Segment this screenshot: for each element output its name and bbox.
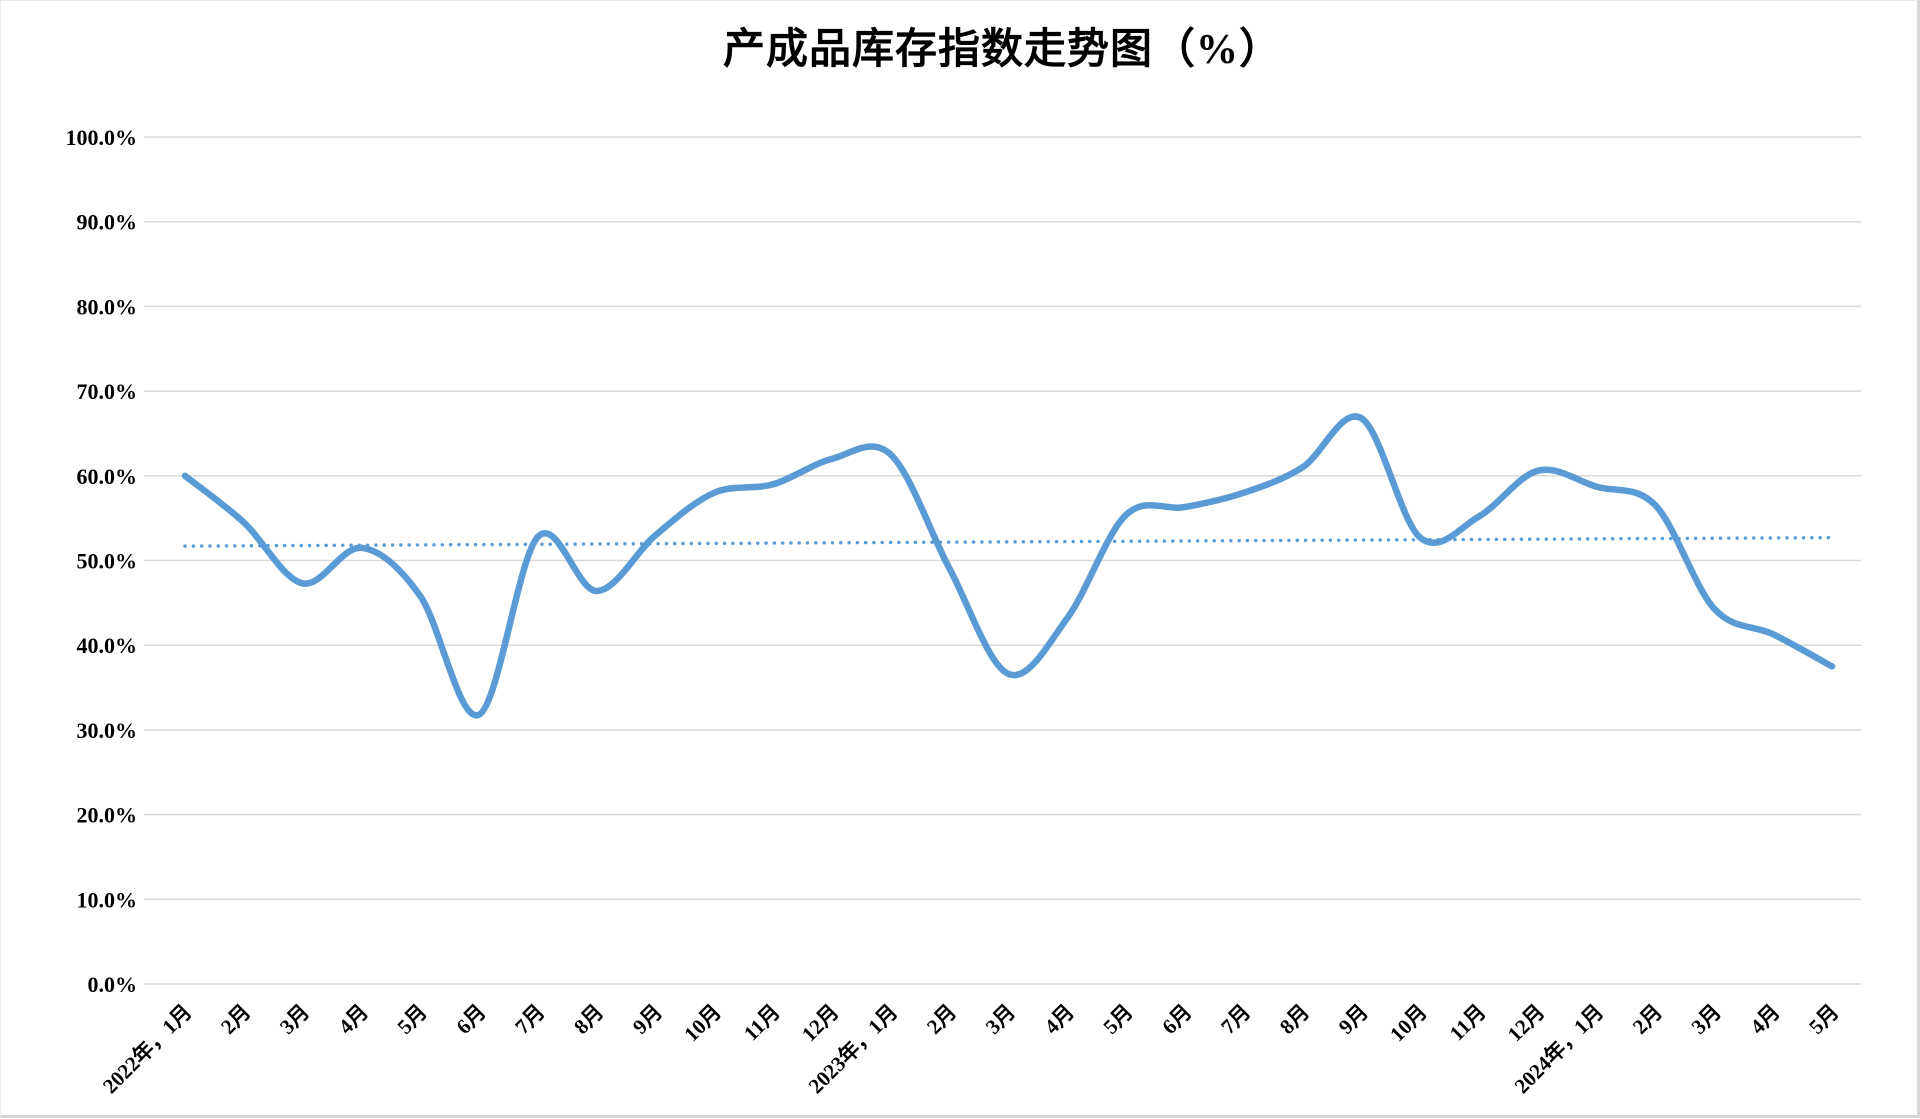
x-axis-label: 10月	[1385, 1000, 1432, 1047]
trendline-dotted	[183, 535, 1834, 548]
y-axis-tick-label: 100.0%	[66, 125, 138, 150]
y-axis-tick-label: 80.0%	[77, 294, 138, 319]
y-axis-tick-label: 40.0%	[77, 633, 138, 658]
x-axis-label: 4月	[334, 1000, 373, 1039]
chart-title: 产成品库存指数走势图（%）	[722, 27, 1282, 73]
x-axis-label: 3月	[1687, 1000, 1726, 1039]
y-axis-tick-label: 0.0%	[88, 972, 138, 997]
x-axis-label: 5月	[1098, 1000, 1137, 1039]
x-axis-label: 10月	[679, 1000, 726, 1047]
x-axis-label: 9月	[1334, 1000, 1373, 1039]
x-axis-label: 2月	[1628, 1000, 1667, 1039]
x-axis-label: 6月	[1157, 1000, 1196, 1039]
x-axis-label: 9月	[628, 1000, 667, 1039]
x-axis-label: 5月	[1804, 1000, 1843, 1039]
x-axis-label: 3月	[275, 1000, 314, 1039]
x-axis-label: 8月	[569, 1000, 608, 1039]
y-axis-tick-label: 20.0%	[77, 803, 138, 828]
x-axis-label: 6月	[451, 1000, 490, 1039]
x-axis-label: 4月	[1040, 1000, 1079, 1039]
y-axis-tick-label: 90.0%	[77, 210, 138, 235]
x-axis-label: 7月	[1216, 1000, 1255, 1039]
x-axis-label: 12月	[797, 1000, 844, 1047]
y-axis-tick-label: 10.0%	[77, 887, 138, 912]
x-axis-label: 2月	[216, 1000, 255, 1039]
x-axis-label: 11月	[1445, 1000, 1491, 1046]
x-axis-label: 8月	[1275, 1000, 1314, 1039]
series-line	[181, 413, 1836, 719]
y-axis-tick-label: 60.0%	[77, 464, 138, 489]
x-axis-label: 11月	[739, 1000, 785, 1046]
y-axis-tick-label: 30.0%	[77, 718, 138, 743]
x-axis-label: 2022年，1月	[98, 1000, 197, 1099]
x-axis-label: 2月	[922, 1000, 961, 1039]
y-axis-tick-label: 50.0%	[77, 549, 138, 574]
x-axis-label: 12月	[1503, 1000, 1550, 1047]
x-axis-label: 5月	[393, 1000, 432, 1039]
x-axis-label: 3月	[981, 1000, 1020, 1039]
x-axis-label: 4月	[1745, 1000, 1784, 1039]
y-axis-tick-label: 70.0%	[77, 379, 138, 404]
x-axis-label: 7月	[510, 1000, 549, 1039]
